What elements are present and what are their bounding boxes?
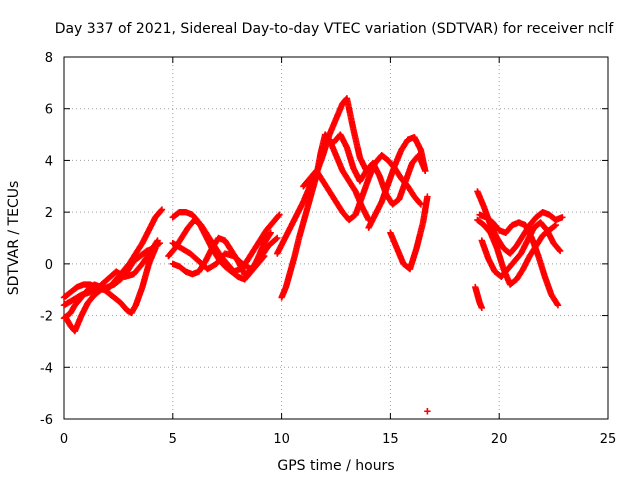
data-point — [276, 211, 283, 218]
x-tick-label: 10 — [273, 432, 290, 447]
y-tick-label: -2 — [40, 310, 53, 325]
data-points — [60, 95, 566, 415]
series-track-p — [474, 216, 559, 288]
data-point — [272, 235, 280, 243]
chart-title: Day 337 of 2021, Sidereal Day-to-day VTE… — [55, 21, 615, 37]
y-tick-label: -6 — [40, 413, 53, 428]
data-point — [274, 234, 281, 242]
series-track-o — [474, 188, 566, 257]
x-axis-label: GPS time / hours — [277, 458, 394, 474]
series-outlier — [424, 408, 431, 415]
y-tick-label: 2 — [45, 206, 53, 221]
y-axis-label: SDTVAR / TECUs — [6, 181, 22, 296]
y-tick-label: 4 — [45, 154, 53, 169]
data-point — [158, 206, 166, 213]
y-tick-label: 8 — [45, 51, 53, 66]
series-track-j — [278, 131, 372, 301]
series-track-q — [476, 211, 562, 309]
x-tick-label: 0 — [60, 432, 68, 447]
data-point — [153, 238, 160, 246]
data-point — [267, 229, 274, 237]
x-tick-label: 15 — [382, 432, 399, 447]
data-point — [554, 302, 562, 309]
data-point — [154, 237, 161, 244]
series-track-h — [169, 234, 281, 273]
y-tick-label: -4 — [40, 361, 53, 376]
data-point — [478, 304, 485, 312]
data-point — [556, 247, 564, 255]
data-point — [266, 230, 274, 238]
data-point — [559, 214, 566, 221]
data-point — [551, 222, 558, 230]
plot-frame — [63, 56, 609, 420]
data-point — [552, 221, 559, 229]
series-track-n — [387, 193, 431, 273]
data-point — [416, 200, 424, 207]
series-track-d — [60, 237, 161, 309]
data-point — [424, 408, 431, 415]
x-tick-label: 5 — [169, 432, 177, 447]
y-tick-label: 6 — [45, 103, 53, 118]
series-track-r — [478, 219, 564, 280]
data-point — [555, 246, 563, 254]
data-point — [424, 193, 431, 200]
data-point — [157, 207, 165, 214]
data-point — [422, 167, 429, 174]
x-tick-label: 25 — [600, 432, 617, 447]
axis-ticks: 0 5 10 15 20 25 -6 -4 -2 0 2 4 6 8 — [40, 51, 616, 447]
data-point — [275, 212, 282, 220]
y-tick-label: 0 — [45, 258, 53, 273]
data-point — [553, 300, 561, 308]
x-tick-label: 20 — [491, 432, 508, 447]
series-track-b — [60, 245, 159, 322]
series-track-m — [365, 133, 429, 231]
series-track-s — [472, 283, 485, 312]
